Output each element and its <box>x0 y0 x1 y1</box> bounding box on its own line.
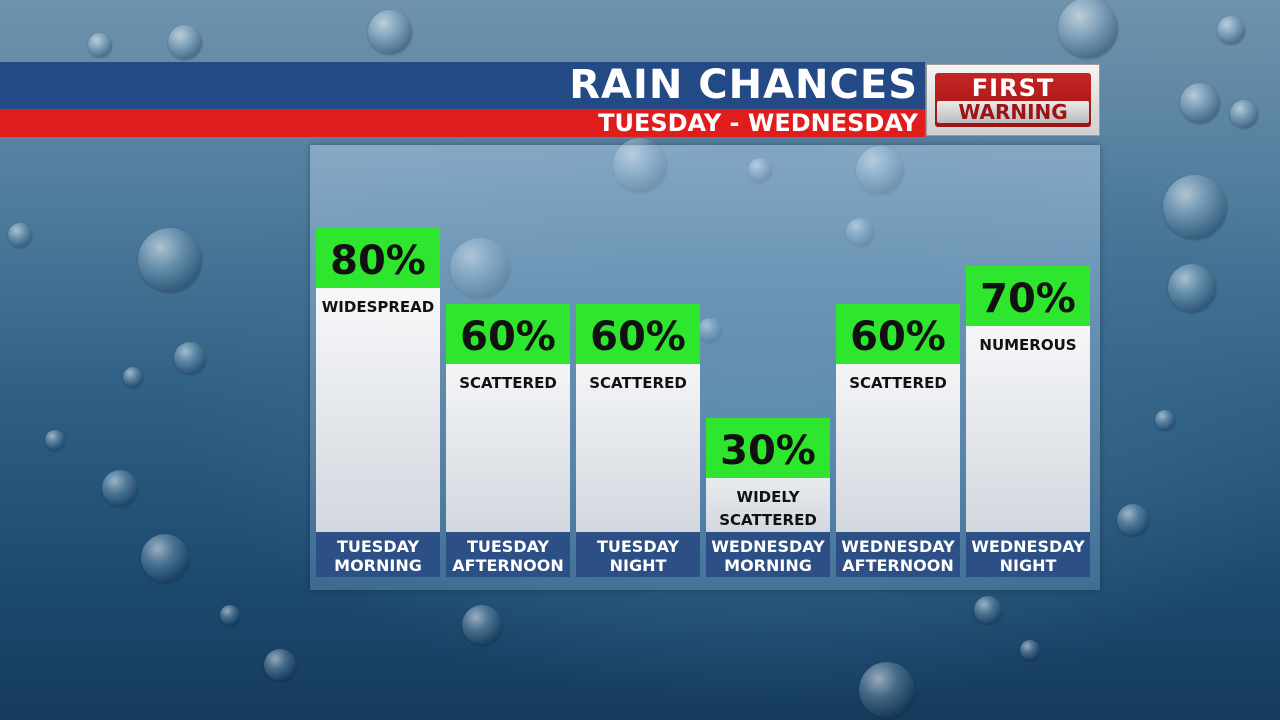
time-label-box <box>316 532 440 577</box>
time-label-box <box>706 532 830 577</box>
raindrop <box>859 662 915 718</box>
raindrop <box>174 342 206 374</box>
raindrop <box>613 138 667 192</box>
time-period-label: AFTERNOON <box>452 556 563 575</box>
badge-line-first: FIRST <box>971 74 1055 102</box>
time-period-label: WEDNESDAY <box>711 537 825 556</box>
time-period-label: NIGHT <box>610 556 667 575</box>
raindrop <box>8 223 32 247</box>
header-subtitle-bar <box>0 109 925 137</box>
raindrop <box>138 228 202 292</box>
percent-label: 60% <box>590 314 686 360</box>
first-warning-badge: FIRST WARNING <box>935 73 1091 127</box>
raindrop <box>1168 264 1216 312</box>
percent-box <box>446 304 570 364</box>
time-label-box <box>446 532 570 577</box>
percent-label: 70% <box>980 276 1076 322</box>
time-period-label: AFTERNOON <box>842 556 953 575</box>
intensity-label: SCATTERED <box>589 374 687 392</box>
time-period-label: NIGHT <box>1000 556 1057 575</box>
raindrop <box>856 146 904 194</box>
raindrop <box>1117 504 1149 536</box>
time-period-label: TUESDAY <box>597 537 679 556</box>
intensity-label: SCATTERED <box>719 511 817 529</box>
raindrop <box>974 596 1002 624</box>
time-period-label: TUESDAY <box>467 537 549 556</box>
time-period-label: TUESDAY <box>337 537 419 556</box>
header-title-bar <box>0 62 925 109</box>
percent-label: 60% <box>460 314 556 360</box>
raindrop <box>141 534 189 582</box>
time-label-box <box>576 532 700 577</box>
raindrop <box>462 605 502 645</box>
raindrop <box>1020 640 1040 660</box>
raindrop <box>1058 0 1118 58</box>
raindrop <box>1155 410 1175 430</box>
time-period-label: WEDNESDAY <box>841 537 955 556</box>
time-label-box <box>836 532 960 577</box>
badge-line-warning: WARNING <box>937 101 1089 123</box>
raindrop <box>846 218 874 246</box>
raindrop <box>88 33 112 57</box>
time-period-label: MORNING <box>334 556 422 575</box>
raindrop <box>1230 100 1258 128</box>
intensity-label: SCATTERED <box>849 374 947 392</box>
raindrop <box>123 367 143 387</box>
raindrop <box>264 649 296 681</box>
raindrop <box>220 605 240 625</box>
raindrop <box>1217 16 1245 44</box>
percent-box <box>576 304 700 364</box>
first-warning-logo: FIRST WARNING <box>926 64 1100 136</box>
percent-box <box>966 266 1090 326</box>
percent-label: 30% <box>720 428 816 474</box>
raindrop <box>168 25 202 59</box>
raindrop <box>748 158 772 182</box>
intensity-label: WIDESPREAD <box>322 298 434 316</box>
raindrop <box>1163 175 1227 239</box>
raindrop <box>450 238 510 298</box>
percent-box <box>706 418 830 478</box>
raindrop <box>102 470 138 506</box>
percent-label: 60% <box>850 314 946 360</box>
time-period-label: MORNING <box>724 556 812 575</box>
intensity-label: NUMEROUS <box>979 336 1076 354</box>
page-subtitle: TUESDAY - WEDNESDAY <box>598 109 918 137</box>
time-period-label: WEDNESDAY <box>971 537 1085 556</box>
raindrop <box>45 430 65 450</box>
page-title: RAIN CHANCES <box>569 62 918 108</box>
intensity-label: SCATTERED <box>459 374 557 392</box>
raindrop <box>698 318 722 342</box>
raindrop <box>368 10 412 54</box>
percent-label: 80% <box>330 238 426 284</box>
percent-box <box>316 228 440 288</box>
intensity-label: WIDELY <box>737 488 801 506</box>
percent-box <box>836 304 960 364</box>
raindrop <box>1180 83 1220 123</box>
time-label-box <box>966 532 1090 577</box>
